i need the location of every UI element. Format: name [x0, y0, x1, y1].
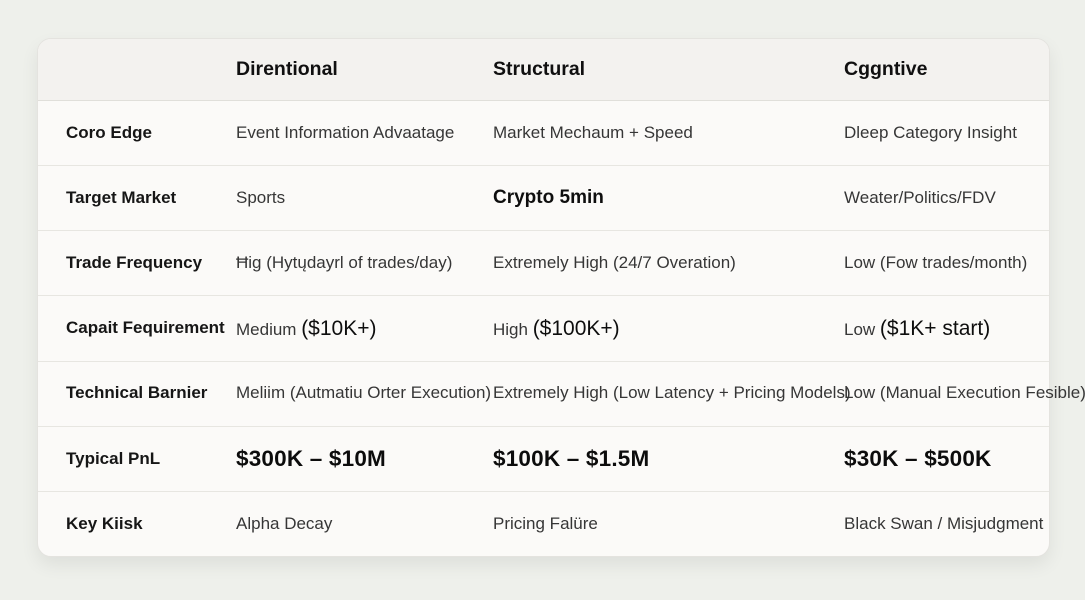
table-cell: Market Mechaum + Speed: [493, 122, 693, 142]
table-cell: Extremely High (24/7 Overation): [493, 253, 736, 273]
table-row-target-market: Target Market Sports Crypto 5min Weater/…: [38, 166, 1049, 232]
cell-text-large: ($1K+ start): [879, 316, 991, 340]
column-header-structural: Structural: [493, 57, 586, 80]
table-cell: Pricing Falüre: [493, 513, 598, 533]
comparison-table-card: Direntional Structural Cggntive Coro Edg…: [37, 38, 1085, 557]
table-cell: High ($100K+): [493, 316, 844, 341]
table-cell: Event Information Advaatage: [236, 122, 455, 142]
table-cell: Alpha Decay: [236, 513, 333, 533]
table-row-capital-requirement: Capait Fequirement Medium ($10K+) High (…: [38, 296, 1049, 362]
table-header-row: Direntional Structural Cggntive: [38, 39, 1049, 101]
table-cell: Sports: [236, 188, 286, 208]
row-label: Trade Frequency: [66, 253, 203, 273]
table-cell-pnl: $30K – $500K: [844, 446, 992, 472]
row-label: Coro Edge: [66, 122, 152, 142]
cell-text-large: ($100K+): [532, 316, 620, 340]
table-cell: Low (Manual Execution Fesible): [844, 383, 1085, 403]
table-row-key-risk: Key Kiisk Alpha Decay Pricing Falüre Bla…: [38, 492, 1049, 556]
table-cell: Ħig (Hytųdayrl of trades/day): [236, 253, 453, 273]
column-header-cognitive: Cggntive: [844, 57, 928, 80]
cell-text: Low: [844, 319, 880, 339]
table-cell: Dleep Category Insight: [844, 122, 1017, 142]
cell-text: High: [493, 319, 533, 339]
row-label: Typical PnL: [66, 448, 161, 468]
table-cell: Meliim (Autmatiu Orter Execution): [236, 383, 492, 403]
table-row-technical-barrier: Technical Barnier Meliim (Autmatiu Orter…: [38, 362, 1085, 427]
table-row-core-edge: Coro Edge Event Information Advaatage Ma…: [38, 101, 1049, 167]
row-label: Target Market: [66, 188, 177, 208]
table-cell-pnl: $300K – $10M: [236, 446, 387, 472]
table-cell: Weater/Politics/FDV: [844, 188, 996, 208]
table-cell-pnl: $100K – $1.5M: [493, 446, 650, 472]
row-label: Technical Barnier: [66, 383, 208, 403]
table-cell: Medium ($10K+): [236, 316, 493, 341]
table-cell: Extremely High (Low Latency + Pricing Mo…: [493, 383, 851, 403]
table-cell: Low ($1K+ start): [844, 316, 1049, 341]
column-header-directional: Direntional: [236, 57, 338, 80]
row-label: Key Kiisk: [66, 513, 143, 533]
row-label: Capait Fequirement: [66, 318, 225, 338]
table-row-trade-frequency: Trade Frequency Ħig (Hytųdayrl of trades…: [38, 231, 1049, 297]
table-row-typical-pnl: Typical PnL $300K – $10M $100K – $1.5M $…: [38, 427, 1049, 492]
cell-text-large: ($10K+): [301, 316, 377, 340]
table-cell-emphasized: Crypto 5min: [493, 186, 604, 208]
cell-text: Medium: [236, 319, 302, 339]
table-cell: Black Swan / Misjudgment: [844, 513, 1044, 533]
table-cell: Low (Fow trades/month): [844, 253, 1028, 273]
